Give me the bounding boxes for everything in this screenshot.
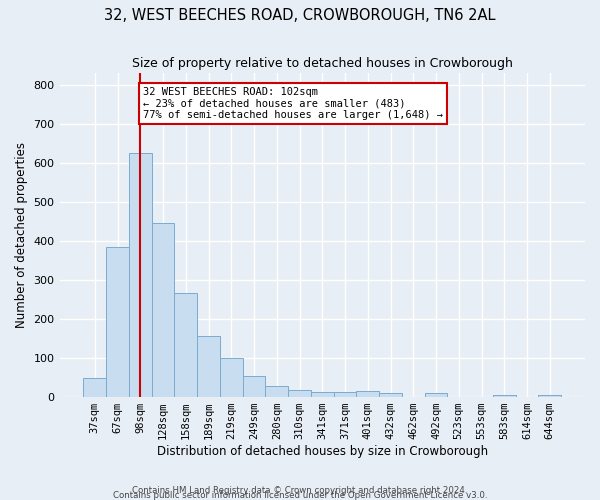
Bar	[197, 336, 220, 396]
Bar	[311, 392, 334, 396]
Bar	[356, 391, 379, 396]
Bar	[242, 376, 265, 396]
X-axis label: Distribution of detached houses by size in Crowborough: Distribution of detached houses by size …	[157, 444, 488, 458]
Text: Contains public sector information licensed under the Open Government Licence v3: Contains public sector information licen…	[113, 491, 487, 500]
Bar	[379, 394, 402, 396]
Bar	[265, 386, 288, 396]
Bar	[175, 294, 197, 397]
Bar	[152, 223, 175, 396]
Text: 32 WEST BEECHES ROAD: 102sqm
← 23% of detached houses are smaller (483)
77% of s: 32 WEST BEECHES ROAD: 102sqm ← 23% of de…	[143, 86, 443, 120]
Bar	[538, 394, 561, 396]
Bar	[220, 358, 242, 397]
Bar	[129, 153, 152, 396]
Bar	[334, 392, 356, 396]
Bar	[288, 390, 311, 396]
Text: 32, WEST BEECHES ROAD, CROWBOROUGH, TN6 2AL: 32, WEST BEECHES ROAD, CROWBOROUGH, TN6 …	[104, 8, 496, 22]
Bar	[83, 378, 106, 396]
Bar	[493, 394, 515, 396]
Y-axis label: Number of detached properties: Number of detached properties	[15, 142, 28, 328]
Title: Size of property relative to detached houses in Crowborough: Size of property relative to detached ho…	[132, 58, 513, 70]
Bar	[425, 394, 448, 396]
Bar	[106, 248, 129, 396]
Text: Contains HM Land Registry data © Crown copyright and database right 2024.: Contains HM Land Registry data © Crown c…	[132, 486, 468, 495]
